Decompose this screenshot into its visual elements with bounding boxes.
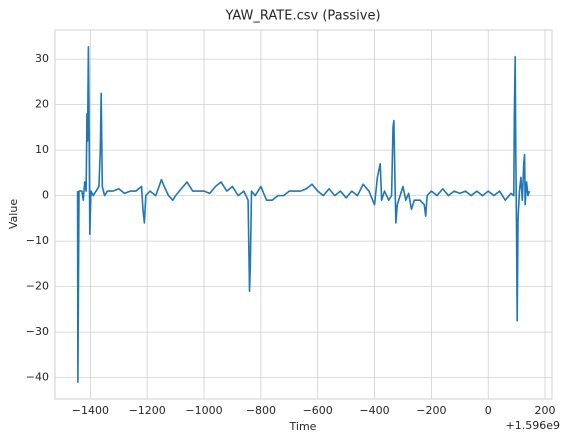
x-tick-label: −200 <box>416 404 446 417</box>
x-tick-label: −1400 <box>72 404 109 417</box>
x-tick-label: −1200 <box>129 404 166 417</box>
y-tick-label: −20 <box>26 280 49 293</box>
x-tick-label: −600 <box>303 404 333 417</box>
x-axis-label: Time <box>289 420 317 433</box>
x-tick-label: 200 <box>535 404 556 417</box>
y-tick-label: 30 <box>35 52 49 65</box>
x-tick-label: −800 <box>246 404 276 417</box>
x-tick-label: −1000 <box>185 404 222 417</box>
y-tick-label: 10 <box>35 143 49 156</box>
chart-title: YAW_RATE.csv (Passive) <box>224 9 380 24</box>
plot-area <box>55 30 552 399</box>
y-tick-label: −40 <box>26 371 49 384</box>
data-line <box>76 46 531 383</box>
plot-frame <box>54 29 553 400</box>
x-tick-label: −400 <box>359 404 389 417</box>
y-tick-label: −30 <box>26 325 49 338</box>
x-tick-label: 0 <box>485 404 492 417</box>
y-tick-label: 0 <box>42 189 49 202</box>
y-axis-label: Value <box>7 199 20 229</box>
y-tick-label: 20 <box>35 98 49 111</box>
y-tick-label: −10 <box>26 234 49 247</box>
x-offset-label: +1.596e9 <box>506 419 560 432</box>
